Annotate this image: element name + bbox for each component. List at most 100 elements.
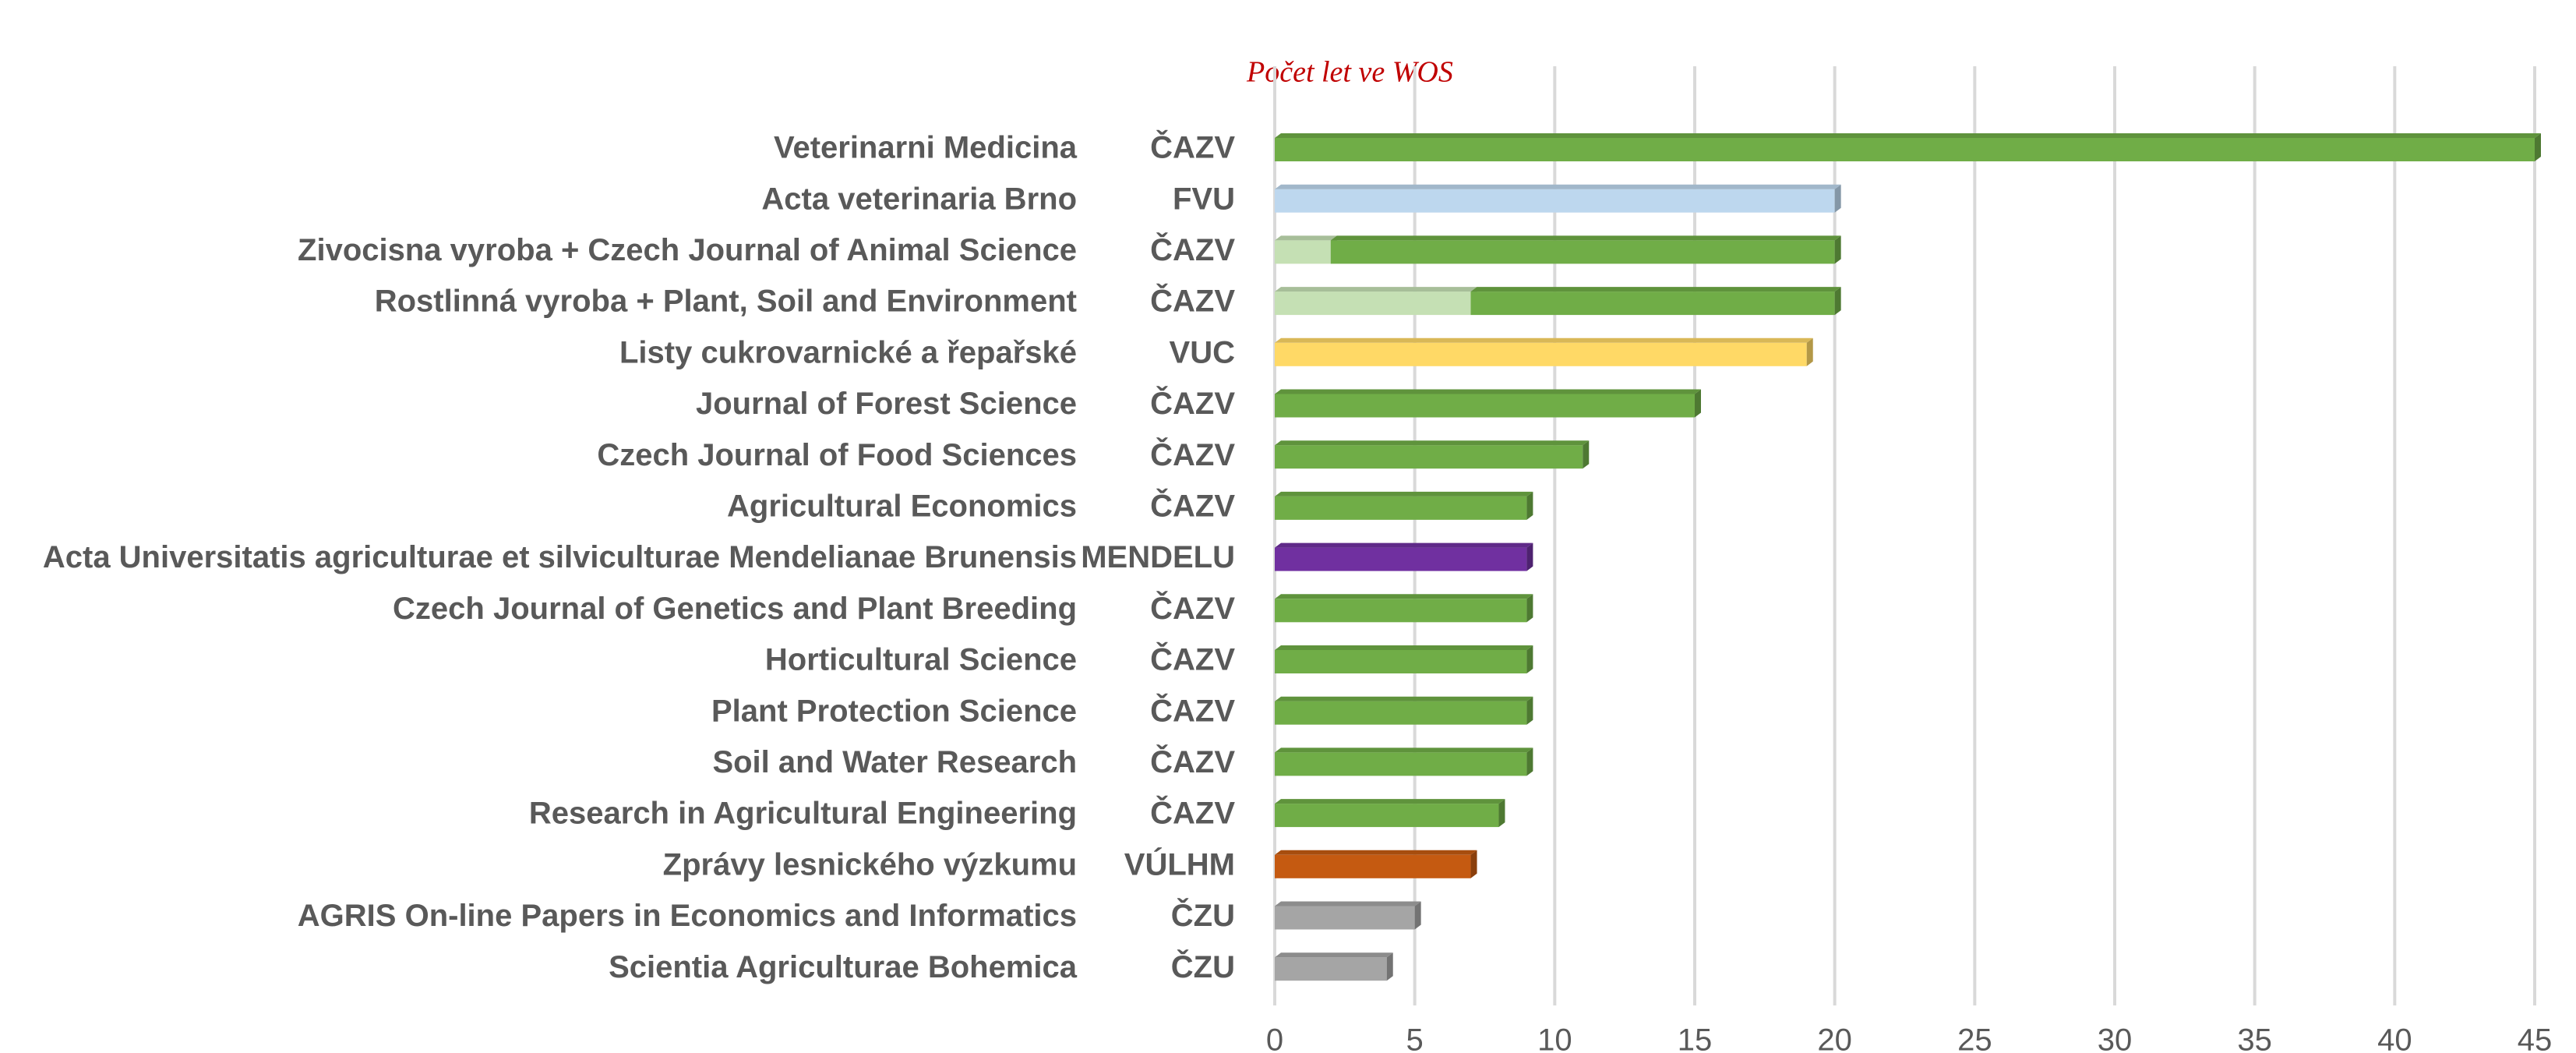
bar-side <box>1806 337 1813 366</box>
category-label: Plant Protection Science <box>711 694 1077 728</box>
bar-side <box>1834 184 1841 213</box>
category-label: Czech Journal of Food Sciences <box>597 438 1077 472</box>
publisher-label: ČAZV <box>1150 385 1235 421</box>
bar-side <box>1526 696 1533 725</box>
bar-top <box>1330 235 1841 241</box>
category-label: Zprávy lesnického výzkumu <box>663 847 1077 882</box>
bar-top <box>1275 440 1590 446</box>
bar-side <box>1583 440 1590 469</box>
category-label: Soil and Water Research <box>712 745 1077 779</box>
bar-top <box>1275 696 1533 701</box>
category-label: Veterinarni Medicina <box>774 131 1078 165</box>
bar-side <box>1695 389 1701 418</box>
category-label: Acta Universitatis agriculturae et silvi… <box>43 540 1077 574</box>
bar-top <box>1275 491 1533 496</box>
bar <box>1275 599 1527 623</box>
category-label: Listy cukrovarnické a řepařské <box>619 335 1077 369</box>
bar-side <box>1470 850 1477 878</box>
category-label: AGRIS On-line Papers in Economics and In… <box>298 899 1077 933</box>
bar-top <box>1275 747 1533 753</box>
bar <box>1275 804 1499 828</box>
x-tick-label: 35 <box>2237 1023 2272 1053</box>
bar-side <box>1526 491 1533 520</box>
bar-side <box>1386 952 1393 981</box>
publisher-label: FVU <box>1173 182 1235 216</box>
bar-side <box>1526 594 1533 623</box>
publisher-label: ČZU <box>1171 897 1235 933</box>
publisher-label: ČAZV <box>1150 283 1235 319</box>
publisher-label: ČAZV <box>1150 231 1235 267</box>
publisher-label: ČAZV <box>1150 692 1235 728</box>
bar-top <box>1275 645 1533 650</box>
bar <box>1275 957 1387 981</box>
bar-top <box>1275 287 1477 292</box>
publisher-label: ČAZV <box>1150 436 1235 472</box>
bar-side <box>1834 235 1841 264</box>
publisher-label: ČAZV <box>1150 641 1235 677</box>
bar-side <box>1526 645 1533 673</box>
publisher-label: VÚLHM <box>1124 846 1235 882</box>
bar <box>1275 394 1695 418</box>
bar <box>1275 138 2535 161</box>
bar-top <box>1470 287 1841 292</box>
publisher-label: VUC <box>1170 335 1235 369</box>
bar <box>1275 650 1527 673</box>
publisher-label: ČAZV <box>1150 590 1235 626</box>
bar-side <box>1526 747 1533 776</box>
bar <box>1275 752 1527 776</box>
bar <box>1275 189 1835 213</box>
publisher-label: ČZU <box>1171 949 1235 984</box>
x-tick-label: 0 <box>1266 1023 1283 1053</box>
bar-top <box>1275 952 1393 958</box>
bar <box>1275 240 1331 264</box>
x-tick-label: 10 <box>1537 1023 1572 1053</box>
bar <box>1275 906 1415 930</box>
bar <box>1330 240 1835 264</box>
category-label: Zivocisna vyroba + Czech Journal of Anim… <box>298 233 1077 267</box>
bar <box>1275 547 1527 571</box>
bar-top <box>1275 901 1421 906</box>
bar <box>1275 445 1583 469</box>
category-label: Acta veterinaria Brno <box>761 182 1077 216</box>
category-label: Czech Journal of Genetics and Plant Bree… <box>393 592 1077 626</box>
x-tick-label: 15 <box>1678 1023 1713 1053</box>
bar-side <box>1414 901 1421 930</box>
bar-top <box>1275 594 1533 599</box>
x-tick-label: 5 <box>1406 1023 1424 1053</box>
bar <box>1275 496 1527 520</box>
bar <box>1275 854 1471 878</box>
publisher-label: ČAZV <box>1150 129 1235 165</box>
publisher-label: ČAZV <box>1150 795 1235 831</box>
bar-top <box>1275 133 2541 138</box>
category-label: Research in Agricultural Engineering <box>529 797 1077 831</box>
bar <box>1275 342 1807 366</box>
bar-side <box>1834 287 1841 316</box>
x-tick-label: 25 <box>1957 1023 1992 1053</box>
bar-side <box>1498 799 1505 828</box>
bar <box>1275 292 1471 316</box>
x-tick-label: 20 <box>1817 1023 1852 1053</box>
category-label: Scientia Agriculturae Bohemica <box>609 950 1078 984</box>
bar-top <box>1275 235 1337 241</box>
bar-top <box>1275 337 1813 343</box>
bar-side <box>1526 542 1533 571</box>
bar-top <box>1275 184 1841 189</box>
bar <box>1275 701 1527 725</box>
x-tick-label: 45 <box>2518 1023 2553 1053</box>
bar-side <box>2535 133 2541 161</box>
bar <box>1470 292 1835 316</box>
category-label: Agricultural Economics <box>727 489 1077 523</box>
x-tick-label: 40 <box>2377 1023 2412 1053</box>
publisher-label: ČAZV <box>1150 744 1235 779</box>
category-label: Rostlinná vyroba + Plant, Soil and Envir… <box>375 284 1077 319</box>
chart-title: Počet let ve WOS <box>1246 56 1453 89</box>
publisher-label: MENDELU <box>1081 540 1235 574</box>
bar-top <box>1275 799 1505 804</box>
category-label: Journal of Forest Science <box>696 387 1077 421</box>
x-tick-label: 30 <box>2098 1023 2133 1053</box>
publisher-label: ČAZV <box>1150 487 1235 523</box>
bar-top <box>1275 389 1701 394</box>
category-label: Horticultural Science <box>765 643 1077 677</box>
bar-top <box>1275 542 1533 548</box>
